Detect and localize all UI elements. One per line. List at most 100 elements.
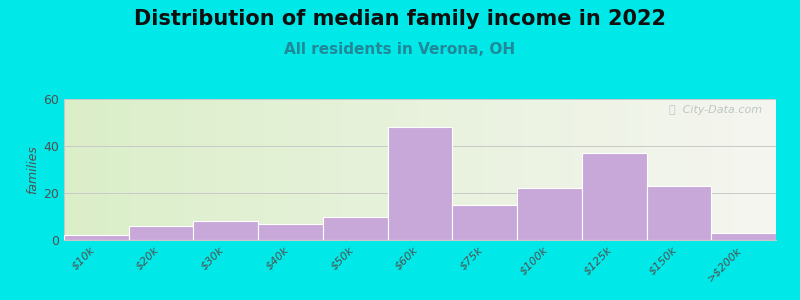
Bar bbox=[363, 99, 366, 240]
Bar bbox=[534, 99, 538, 240]
Bar bbox=[146, 99, 150, 240]
Bar bbox=[427, 99, 430, 240]
Bar bbox=[118, 99, 121, 240]
Bar bbox=[378, 99, 381, 240]
Bar bbox=[242, 99, 246, 240]
Bar bbox=[694, 99, 698, 240]
Bar bbox=[423, 99, 427, 240]
Bar bbox=[185, 99, 189, 240]
Bar bbox=[517, 188, 582, 240]
Bar bbox=[555, 99, 559, 240]
Bar bbox=[406, 99, 410, 240]
Bar bbox=[106, 99, 110, 240]
Bar bbox=[481, 99, 484, 240]
Bar bbox=[541, 99, 545, 240]
Bar bbox=[210, 99, 214, 240]
Bar bbox=[100, 99, 103, 240]
Bar bbox=[509, 99, 513, 240]
Bar bbox=[182, 99, 185, 240]
Bar bbox=[356, 99, 359, 240]
Bar bbox=[477, 99, 481, 240]
Bar bbox=[662, 99, 666, 240]
Bar bbox=[630, 99, 634, 240]
Bar bbox=[708, 99, 712, 240]
Bar bbox=[338, 99, 342, 240]
Bar bbox=[270, 99, 274, 240]
Bar bbox=[434, 99, 438, 240]
Bar bbox=[582, 153, 646, 240]
Bar bbox=[669, 99, 673, 240]
Bar bbox=[413, 99, 417, 240]
Bar bbox=[164, 99, 167, 240]
Bar bbox=[676, 99, 680, 240]
Bar bbox=[442, 99, 445, 240]
Bar bbox=[773, 99, 776, 240]
Bar bbox=[417, 99, 420, 240]
Bar bbox=[698, 99, 702, 240]
Bar bbox=[552, 99, 555, 240]
Bar bbox=[331, 99, 334, 240]
Bar bbox=[317, 99, 320, 240]
Bar bbox=[741, 99, 744, 240]
Bar bbox=[712, 99, 715, 240]
Bar bbox=[135, 99, 138, 240]
Bar bbox=[314, 99, 317, 240]
Bar bbox=[651, 99, 655, 240]
Bar bbox=[260, 99, 263, 240]
Bar bbox=[523, 99, 526, 240]
Bar bbox=[502, 99, 506, 240]
Bar bbox=[726, 99, 730, 240]
Bar bbox=[637, 99, 641, 240]
Bar bbox=[687, 99, 690, 240]
Bar bbox=[766, 99, 769, 240]
Bar bbox=[598, 99, 602, 240]
Bar bbox=[64, 99, 67, 240]
Bar bbox=[488, 99, 491, 240]
Bar bbox=[548, 99, 552, 240]
Bar bbox=[705, 99, 708, 240]
Bar bbox=[445, 99, 449, 240]
Bar bbox=[491, 99, 494, 240]
Bar bbox=[160, 99, 164, 240]
Bar bbox=[711, 233, 776, 240]
Bar bbox=[648, 99, 651, 240]
Bar bbox=[224, 99, 228, 240]
Bar bbox=[86, 99, 89, 240]
Bar bbox=[114, 99, 118, 240]
Bar bbox=[456, 99, 459, 240]
Bar bbox=[562, 99, 566, 240]
Bar bbox=[498, 99, 502, 240]
Bar bbox=[494, 99, 498, 240]
Bar bbox=[178, 99, 182, 240]
Bar bbox=[189, 99, 192, 240]
Bar bbox=[231, 99, 235, 240]
Bar bbox=[626, 99, 630, 240]
Bar bbox=[256, 99, 260, 240]
Bar bbox=[666, 99, 669, 240]
Bar bbox=[342, 99, 346, 240]
Bar bbox=[96, 99, 100, 240]
Bar bbox=[680, 99, 683, 240]
Bar bbox=[449, 99, 452, 240]
Bar bbox=[349, 99, 352, 240]
Bar bbox=[71, 99, 74, 240]
Bar bbox=[612, 99, 616, 240]
Bar bbox=[754, 99, 758, 240]
Bar bbox=[506, 99, 509, 240]
Bar bbox=[214, 99, 217, 240]
Text: ⓘ  City-Data.com: ⓘ City-Data.com bbox=[669, 105, 762, 115]
Bar bbox=[594, 99, 598, 240]
Bar bbox=[734, 99, 737, 240]
Bar bbox=[238, 99, 242, 240]
Bar bbox=[646, 186, 711, 240]
Y-axis label: families: families bbox=[26, 145, 39, 194]
Bar bbox=[527, 99, 530, 240]
Bar bbox=[591, 99, 594, 240]
Bar bbox=[327, 99, 331, 240]
Bar bbox=[167, 99, 171, 240]
Bar bbox=[194, 221, 258, 240]
Bar bbox=[121, 99, 125, 240]
Bar bbox=[762, 99, 766, 240]
Bar bbox=[381, 99, 385, 240]
Bar bbox=[634, 99, 637, 240]
